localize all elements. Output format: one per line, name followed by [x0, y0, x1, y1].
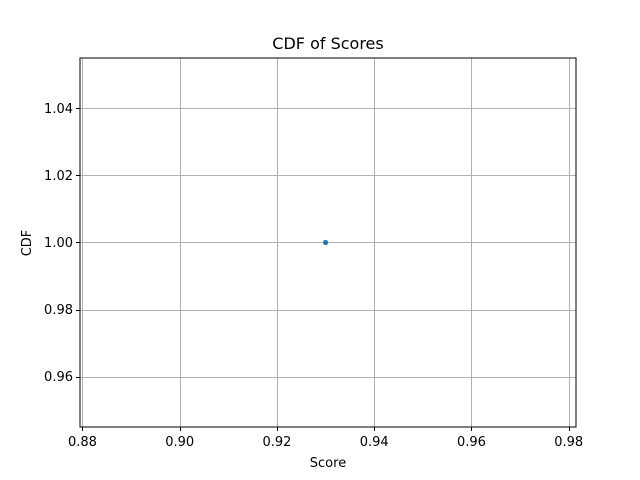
x-tick-label: 0.96 — [457, 435, 486, 450]
y-tick-label: 1.02 — [44, 169, 73, 184]
x-tick-label: 0.92 — [262, 435, 291, 450]
data-points — [322, 239, 329, 246]
x-tick-label: 0.94 — [360, 435, 389, 450]
x-tick-label: 0.98 — [554, 435, 583, 450]
grid-lines — [80, 58, 576, 427]
y-tick-label: 0.96 — [44, 370, 73, 385]
y-tick-label: 1.04 — [44, 102, 73, 117]
x-tick-label: 0.88 — [68, 435, 97, 450]
x-tick-label: 0.90 — [165, 435, 194, 450]
data-point — [322, 239, 329, 246]
axis-ticks: 0.88 0.90 0.92 0.94 0.96 0.98 0.96 0.98 1.00 1.02… — [44, 102, 583, 450]
x-axis-label: Score — [310, 456, 346, 471]
y-axis-label: CDF — [20, 230, 35, 257]
y-tick-label: 0.98 — [44, 303, 73, 318]
y-tick-label: 1.00 — [44, 236, 73, 251]
chart-title: CDF of Scores — [272, 34, 383, 53]
